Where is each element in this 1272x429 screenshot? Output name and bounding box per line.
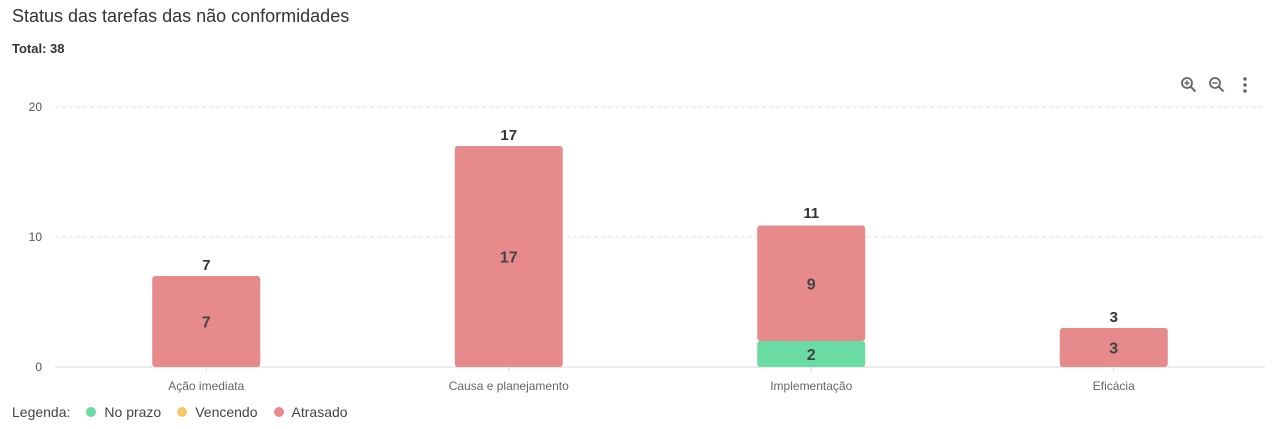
legend-label-no-prazo: No prazo bbox=[104, 404, 162, 420]
y-tick-label: 0 bbox=[35, 360, 42, 374]
bar-value-label: 7 bbox=[202, 315, 211, 332]
zoom-out-icon[interactable] bbox=[1206, 76, 1228, 94]
legend: Legenda: No prazo Vencendo Atrasado bbox=[12, 404, 364, 420]
x-tick-label: Causa e planejamento bbox=[449, 379, 569, 393]
bar-total-label: 17 bbox=[500, 127, 517, 144]
legend-item-no-prazo[interactable]: No prazo bbox=[86, 404, 161, 420]
bar-total-label: 7 bbox=[202, 257, 210, 274]
bar-segment bbox=[757, 225, 866, 341]
total-count: Total: 38 bbox=[12, 41, 65, 56]
chart-title: Status das tarefas das não conformidades bbox=[12, 6, 350, 26]
x-tick-label: Implementação bbox=[770, 379, 852, 393]
bar-segment bbox=[152, 276, 261, 367]
legend-title: Legenda: bbox=[12, 404, 71, 420]
bar-value-label: 17 bbox=[500, 250, 518, 267]
bar-value-label: 3 bbox=[1109, 341, 1118, 358]
bar-total-label: 11 bbox=[803, 205, 819, 222]
legend-item-vencendo[interactable]: Vencendo bbox=[177, 404, 258, 420]
legend-swatch-vencendo bbox=[177, 407, 188, 417]
bar-value-label: 2 bbox=[807, 347, 816, 364]
y-tick-label: 10 bbox=[29, 230, 43, 244]
legend-swatch-atrasado bbox=[273, 407, 284, 417]
legend-swatch-no-prazo bbox=[86, 407, 97, 417]
legend-label-vencendo: Vencendo bbox=[195, 404, 258, 420]
chart-toolbar bbox=[1178, 76, 1262, 94]
bar-segment bbox=[757, 341, 866, 367]
bar-value-label: 9 bbox=[807, 276, 816, 293]
y-tick-label: 20 bbox=[29, 100, 43, 114]
bar-segment bbox=[1059, 328, 1168, 367]
x-tick-label: Eficácia bbox=[1093, 379, 1135, 393]
bar-segment bbox=[454, 146, 563, 367]
zoom-in-icon[interactable] bbox=[1178, 76, 1200, 94]
more-vert-icon[interactable] bbox=[1234, 76, 1256, 94]
stacked-bar-chart: 0 10 20 Ação imediata 7 7 Causa e planejamento… bbox=[29, 100, 1265, 393]
bar-total-label: 3 bbox=[1110, 309, 1118, 326]
legend-label-atrasado: Atrasado bbox=[291, 404, 348, 420]
legend-item-atrasado[interactable]: Atrasado bbox=[273, 404, 348, 420]
x-tick-label: Ação imediata bbox=[168, 379, 244, 393]
